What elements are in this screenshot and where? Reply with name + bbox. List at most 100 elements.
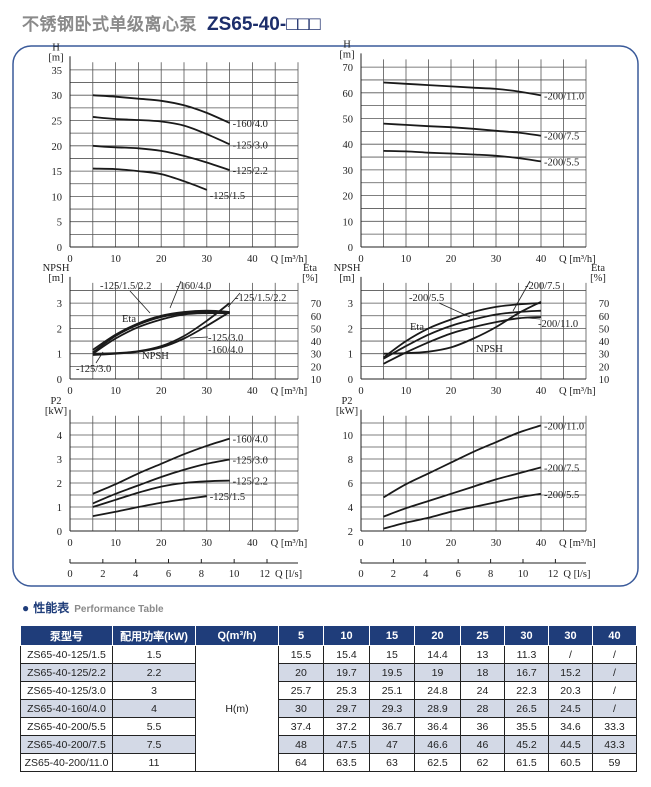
- head-value-cell: 62.5: [414, 753, 461, 772]
- head-value-cell: 13: [460, 645, 505, 664]
- model-cell: ZS65-40-160/4.0: [20, 699, 113, 718]
- annotation-arrow: [169, 280, 182, 309]
- y2-tick-label: 50: [599, 324, 610, 335]
- y-tick-label: 3: [57, 299, 62, 310]
- y2-tick-label: 20: [599, 362, 610, 373]
- performance-table: 泵型号 配用功率(kW) Q(m³/h) 5 10 15 20 25 30 30 40 ZS65-4…: [20, 625, 637, 772]
- x2-tick-label: 12: [548, 569, 559, 580]
- head-value-cell: 36: [460, 717, 505, 736]
- series-label: -125/1.5: [210, 492, 245, 503]
- y-tick-label: 30: [52, 91, 63, 102]
- annotation-arrow: [227, 292, 241, 308]
- y-axis-unit: [kW]: [45, 406, 67, 417]
- head-value-cell: 19.7: [323, 663, 370, 682]
- head-value-cell: 20.3: [548, 681, 593, 700]
- x-tick-label: 0: [67, 538, 72, 549]
- x-tick-label: 20: [156, 386, 167, 397]
- x-axis-label: Q [m³/h]: [559, 386, 596, 397]
- series-line: [383, 316, 542, 365]
- head-value-cell: 63.5: [323, 753, 370, 772]
- head-value-cell: 15.5: [278, 645, 324, 664]
- table-row: ZS65-40-125/3.0 3 25.7 25.3 25.1 24.8 24 22.3 20…: [20, 681, 637, 700]
- y2-tick-label: 60: [311, 312, 322, 323]
- y-tick-label: 60: [343, 89, 354, 100]
- table-row: ZS65-40-160/4.0 4 30 29.7 29.3 28.9 28 26.5 24.5…: [20, 699, 637, 718]
- chart-frame: [12, 45, 639, 587]
- section-heading: ● 性能表 Performance Table: [22, 599, 164, 617]
- head-value-cell: /: [592, 681, 637, 700]
- power-cell: 5.5: [112, 717, 196, 736]
- x-tick-label: 10: [401, 254, 412, 265]
- x2-axis-label: Q [l/s]: [563, 569, 590, 580]
- head-value-cell: 20: [278, 663, 324, 682]
- power-cell: 2.2: [112, 663, 196, 682]
- head-value-cell: 24.5: [548, 699, 593, 718]
- series-line: [383, 149, 542, 163]
- annotation-label: -160/4.0: [208, 345, 243, 356]
- head-value-cell: 29.3: [369, 699, 415, 718]
- head-value-cell: 25.7: [278, 681, 324, 700]
- x-axis-label: Q [m³/h]: [559, 538, 596, 549]
- head-value-cell: 33.3: [592, 717, 637, 736]
- y2-tick-label: 10: [599, 375, 610, 386]
- head-value-cell: 14.4: [414, 645, 461, 664]
- series-label: -200/5.5: [544, 490, 579, 501]
- y-tick-label: 1: [57, 350, 62, 361]
- series-label: -200/5.5: [544, 157, 579, 168]
- head-value-cell: 47: [369, 735, 415, 754]
- head-value-cell: 63: [369, 753, 415, 772]
- table-row: ZS65-40-200/5.5 5.5 37.4 37.2 36.7 36.4 36 35.5…: [20, 717, 637, 736]
- x-tick-label: 10: [401, 538, 412, 549]
- x-tick-label: 40: [536, 254, 547, 265]
- y-tick-label: 40: [343, 140, 354, 151]
- column-header: 30: [548, 625, 593, 646]
- x-axis-label: Q [m³/h]: [271, 538, 308, 549]
- y-tick-label: 5: [57, 218, 62, 229]
- annotation-label: -125/3.0: [76, 364, 111, 375]
- column-header: 配用功率(kW): [112, 625, 196, 646]
- x-tick-label: 20: [446, 538, 457, 549]
- y-tick-label: 2: [348, 527, 353, 538]
- power-cell: 3: [112, 681, 196, 700]
- head-value-cell: 37.2: [323, 717, 370, 736]
- series-label: -200/7.5: [544, 463, 579, 474]
- head-value-cell: 15.4: [323, 645, 370, 664]
- x-axis-label: Q [m³/h]: [271, 386, 308, 397]
- x2-tick-label: 8: [199, 569, 204, 580]
- x2-tick-label: 10: [229, 569, 240, 580]
- x-tick-label: 30: [202, 538, 213, 549]
- series-label: -160/4.0: [233, 119, 268, 130]
- y-tick-label: 10: [343, 217, 354, 228]
- x-tick-label: 40: [247, 538, 258, 549]
- y-tick-label: 4: [348, 503, 354, 514]
- table-header-row: 泵型号 配用功率(kW) Q(m³/h) 5 10 15 20 25 30 30 40: [20, 625, 637, 646]
- head-value-cell: 19: [414, 663, 461, 682]
- head-value-cell: 26.5: [504, 699, 549, 718]
- annotation-label: -125/1.5/2.2: [100, 281, 151, 292]
- x2-axis-label: Q [l/s]: [275, 569, 302, 580]
- head-value-cell: 46.6: [414, 735, 461, 754]
- series-line: [92, 312, 230, 355]
- series-label: -200/11.0: [544, 421, 584, 432]
- annotation-label: -160/4.0: [176, 281, 211, 292]
- annotation-label: -125/3.0: [208, 333, 243, 344]
- head-value-cell: 44.5: [548, 735, 593, 754]
- table-row: ZS65-40-125/2.2 2.2 20 19.7 19.5 19 18 16.7 15.2…: [20, 663, 637, 682]
- column-header: 5: [278, 625, 324, 646]
- x-tick-label: 20: [446, 386, 457, 397]
- y-tick-label: 0: [348, 375, 353, 386]
- x2-tick-label: 12: [259, 569, 270, 580]
- chart-0: 0 5 10 15 20 25 30 35 0 10 20 30 40 Q [m³/h] H[m] -160/…: [48, 42, 307, 265]
- y-tick-label: 0: [57, 243, 62, 254]
- head-value-cell: /: [548, 645, 593, 664]
- series-line: [92, 144, 230, 171]
- head-value-cell: /: [592, 699, 637, 718]
- head-value-cell: 47.5: [323, 735, 370, 754]
- x-tick-label: 10: [401, 386, 412, 397]
- head-value-cell: 28: [460, 699, 505, 718]
- x-tick-label: 20: [156, 254, 167, 265]
- head-value-cell: 62: [460, 753, 505, 772]
- y-tick-label: 4: [57, 431, 63, 442]
